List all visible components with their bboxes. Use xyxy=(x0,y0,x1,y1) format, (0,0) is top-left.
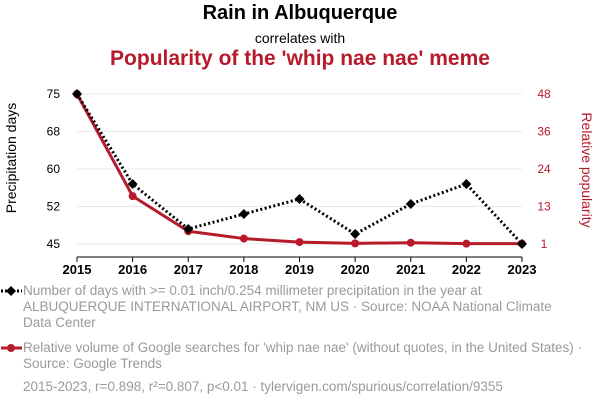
precipitation-point xyxy=(238,209,249,219)
popularity-point xyxy=(239,234,248,243)
legend-icon-dotted-diamond xyxy=(1,286,22,296)
x-axis-ticks: 2015 2016 2017 2018 2019 2020 2021 2022 2023 xyxy=(63,256,537,277)
precipitation-point xyxy=(72,89,82,99)
popularity-point xyxy=(406,238,415,247)
precipitation-point xyxy=(294,194,305,204)
precipitation-point xyxy=(405,199,416,209)
legend-label-precipitation: Number of days with >= 0.01 inch/0.254 m… xyxy=(23,283,552,330)
left-axis-ticks: 45 52 60 68 75 xyxy=(47,87,61,251)
right-tick-label: 13 xyxy=(537,200,551,214)
precipitation-point xyxy=(350,229,361,239)
x-tick-label: 2016 xyxy=(118,262,147,277)
x-tick-label: 2020 xyxy=(341,262,370,277)
precipitation-point xyxy=(517,239,527,249)
precipitation-point xyxy=(461,179,472,189)
x-tick-label: 2023 xyxy=(508,262,537,277)
precipitation-point xyxy=(183,224,194,234)
left-axis-label: Precipitation days xyxy=(3,103,19,214)
chart-subtitle: correlates with xyxy=(254,30,346,46)
right-tick-label: 24 xyxy=(537,162,551,176)
series-markers xyxy=(72,89,527,249)
x-tick-label: 2015 xyxy=(63,262,92,277)
gridlines xyxy=(77,93,522,245)
legend-item-popularity: Relative volume of Google searches for '… xyxy=(23,340,583,372)
left-tick-label: 60 xyxy=(47,162,61,176)
legend-icon-solid-circle xyxy=(1,344,22,352)
x-tick-label: 2021 xyxy=(396,262,425,277)
left-tick-label: 68 xyxy=(47,125,61,139)
legend-label-popularity: Relative volume of Google searches for '… xyxy=(23,340,582,371)
right-tick-label: 36 xyxy=(537,125,551,139)
right-tick-label: 48 xyxy=(537,87,551,101)
popularity-point xyxy=(128,192,137,201)
left-tick-label: 52 xyxy=(47,200,61,214)
x-tick-label: 2022 xyxy=(452,262,481,277)
popularity-point xyxy=(462,239,471,248)
popularity-point xyxy=(351,239,360,248)
left-tick-label: 75 xyxy=(47,87,61,101)
left-tick-label: 45 xyxy=(47,237,61,251)
x-tick-label: 2017 xyxy=(174,262,203,277)
popularity-point xyxy=(295,238,304,247)
right-tick-label: 1 xyxy=(541,237,548,251)
right-axis-ticks: 1 13 24 36 48 xyxy=(537,87,551,251)
precipitation-point xyxy=(127,179,138,189)
stats-footer: 2015-2023, r=0.898, r²=0.807, p<0.01 · t… xyxy=(23,379,503,394)
x-tick-label: 2018 xyxy=(229,262,258,277)
legend-item-precipitation: Number of days with >= 0.01 inch/0.254 m… xyxy=(23,283,583,331)
chart-title-secondary: Popularity of the 'whip nae nae' meme xyxy=(110,47,490,70)
x-tick-label: 2019 xyxy=(285,262,314,277)
chart-title: Rain in Albuquerque xyxy=(202,2,398,24)
right-axis-label: Relative popularity xyxy=(579,112,595,227)
